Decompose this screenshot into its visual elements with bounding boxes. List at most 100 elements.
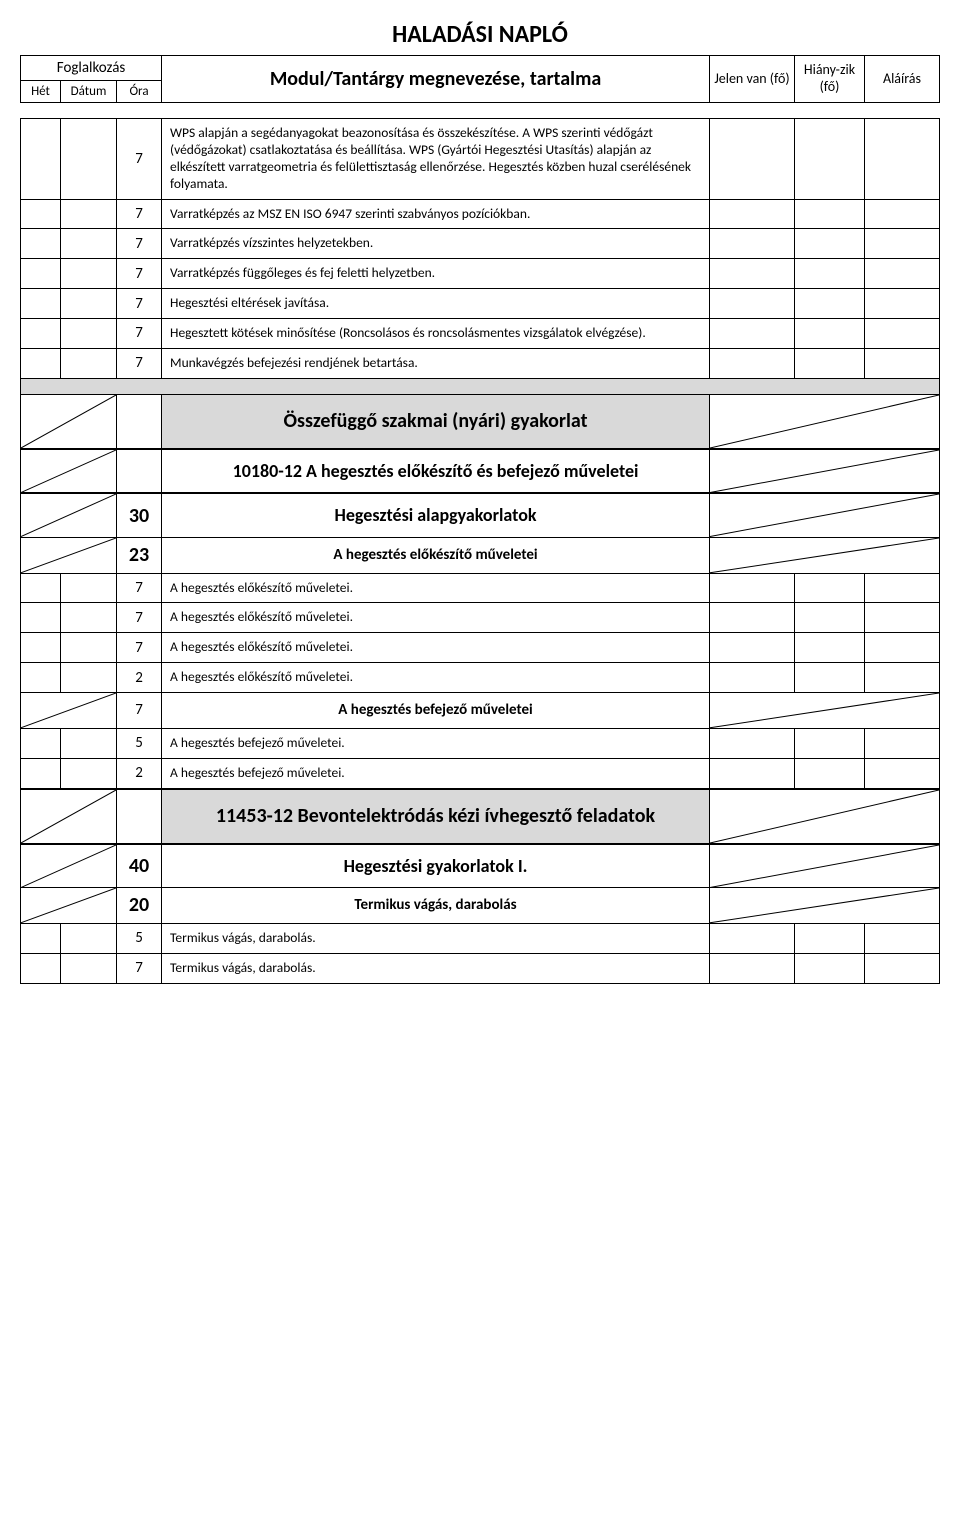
- het-cell: [21, 953, 61, 983]
- content-cell: Termikus vágás, darabolás.: [162, 953, 710, 983]
- ora-cell: 30: [117, 493, 162, 537]
- table-header: Foglalkozás Modul/Tantárgy megnevezése, …: [21, 56, 940, 103]
- ora-cell: 7: [117, 119, 162, 200]
- jelen-cell: [710, 229, 795, 259]
- hiany-cell: [795, 633, 865, 663]
- table-row: 20Termikus vágás, darabolás: [21, 888, 940, 924]
- alairas-cell: [865, 573, 940, 603]
- jelen-cell: [710, 603, 795, 633]
- table-row: 7A hegesztés befejező műveletei: [21, 693, 940, 729]
- jelen-cell: [710, 728, 795, 758]
- table-row: 7Varratképzés az MSZ EN ISO 6947 szerint…: [21, 199, 940, 229]
- ora-cell: 23: [117, 537, 162, 573]
- ora-cell: 7: [117, 319, 162, 349]
- separator-row: [21, 378, 940, 394]
- het-cell: [21, 537, 117, 573]
- ora-cell: 7: [117, 348, 162, 378]
- table-row: 7Varratképzés függőleges és fej feletti …: [21, 259, 940, 289]
- alairas-cell: [865, 633, 940, 663]
- alairas-cell: [865, 229, 940, 259]
- hiany-cell: [795, 229, 865, 259]
- het-cell: [21, 663, 61, 693]
- diag-cell: [710, 693, 940, 729]
- diag-cell: [710, 537, 940, 573]
- header-datum: Dátum: [61, 81, 117, 103]
- ora-cell: 7: [117, 603, 162, 633]
- datum-cell: [61, 923, 117, 953]
- datum-cell: [61, 758, 117, 788]
- ora-cell: 7: [117, 259, 162, 289]
- content-cell: Hegesztési eltérések javítása.: [162, 289, 710, 319]
- datum-cell: [61, 953, 117, 983]
- content-cell: Hegesztett kötések minősítése (Roncsolás…: [162, 319, 710, 349]
- ora-cell: 7: [117, 229, 162, 259]
- table-row: 7Varratképzés vízszintes helyzetekben.: [21, 229, 940, 259]
- diag-cell: [710, 449, 940, 494]
- ora-cell: 7: [117, 633, 162, 663]
- ora-cell: 40: [117, 844, 162, 888]
- hiany-cell: [795, 728, 865, 758]
- het-cell: [21, 844, 117, 888]
- datum-cell: [61, 663, 117, 693]
- ora-cell: 7: [117, 573, 162, 603]
- datum-cell: [61, 199, 117, 229]
- hiany-cell: [795, 758, 865, 788]
- header-alairas: Aláírás: [865, 56, 940, 103]
- content-cell: A hegesztés előkészítő műveletei.: [162, 573, 710, 603]
- alairas-cell: [865, 758, 940, 788]
- het-cell: [21, 603, 61, 633]
- het-cell: [21, 728, 61, 758]
- hiany-cell: [795, 348, 865, 378]
- header-foglalkozas: Foglalkozás: [21, 56, 162, 81]
- jelen-cell: [710, 923, 795, 953]
- alairas-cell: [865, 663, 940, 693]
- table-row: 7Hegesztett kötések minősítése (Roncsolá…: [21, 319, 940, 349]
- table-row: Összefüggő szakmai (nyári) gyakorlat: [21, 394, 940, 449]
- content-cell: A hegesztés befejező műveletei.: [162, 758, 710, 788]
- content-cell: Varratképzés vízszintes helyzetekben.: [162, 229, 710, 259]
- diag-cell: [710, 844, 940, 888]
- ora-cell: [117, 449, 162, 494]
- content-cell: Termikus vágás, darabolás.: [162, 923, 710, 953]
- content-cell: A hegesztés előkészítő műveletei: [162, 537, 710, 573]
- alairas-cell: [865, 259, 940, 289]
- table-row: 7WPS alapján a segédanyagokat beazonosít…: [21, 119, 940, 200]
- het-cell: [21, 758, 61, 788]
- alairas-cell: [865, 319, 940, 349]
- datum-cell: [61, 229, 117, 259]
- content-cell: A hegesztés előkészítő műveletei.: [162, 663, 710, 693]
- datum-cell: [61, 348, 117, 378]
- section-title: 11453-12 Bevontelektródás kézi ívhegeszt…: [162, 789, 710, 844]
- ora-cell: 7: [117, 289, 162, 319]
- header-main: Modul/Tantárgy megnevezése, tartalma: [162, 56, 710, 103]
- datum-cell: [61, 728, 117, 758]
- jelen-cell: [710, 758, 795, 788]
- table-row: 7Hegesztési eltérések javítása.: [21, 289, 940, 319]
- content-cell: Hegesztési alapgyakorlatok: [162, 493, 710, 537]
- datum-cell: [61, 603, 117, 633]
- table-row: 2A hegesztés befejező műveletei.: [21, 758, 940, 788]
- ora-cell: 20: [117, 888, 162, 924]
- jelen-cell: [710, 259, 795, 289]
- diag-cell: [21, 789, 117, 844]
- alairas-cell: [865, 728, 940, 758]
- alairas-cell: [865, 289, 940, 319]
- content-cell: Munkavégzés befejezési rendjének betartá…: [162, 348, 710, 378]
- content-cell: Termikus vágás, darabolás: [162, 888, 710, 924]
- section-title: 10180-12 A hegesztés előkészítő és befej…: [162, 449, 710, 494]
- datum-cell: [61, 259, 117, 289]
- content-cell: Varratképzés függőleges és fej feletti h…: [162, 259, 710, 289]
- jelen-cell: [710, 199, 795, 229]
- ora-cell: 5: [117, 728, 162, 758]
- table-row: 7A hegesztés előkészítő műveletei.: [21, 573, 940, 603]
- het-cell: [21, 119, 61, 200]
- het-cell: [21, 888, 117, 924]
- datum-cell: [61, 319, 117, 349]
- progress-log-table: Foglalkozás Modul/Tantárgy megnevezése, …: [20, 55, 940, 984]
- het-cell: [21, 259, 61, 289]
- ora-cell: [117, 789, 162, 844]
- alairas-cell: [865, 603, 940, 633]
- alairas-cell: [865, 348, 940, 378]
- table-row: 40Hegesztési gyakorlatok I.: [21, 844, 940, 888]
- het-cell: [21, 923, 61, 953]
